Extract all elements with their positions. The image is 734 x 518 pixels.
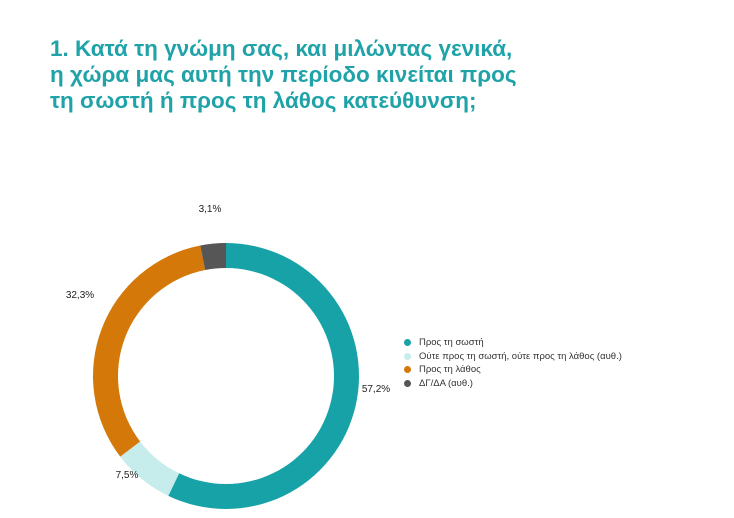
- chart-title: 1. Κατά τη γνώμη σας, και μιλώντας γενικ…: [50, 36, 670, 114]
- legend-label: Ούτε προς τη σωστή, ούτε προς τη λάθος (…: [419, 350, 622, 362]
- slice-data-label-4: 3,1%: [199, 204, 222, 215]
- legend-swatch-icon: [404, 379, 411, 387]
- legend-item-1: Προς τη σωστή: [404, 336, 622, 350]
- slice-data-label-1: 57,2%: [362, 384, 390, 395]
- legend-label: Προς τη σωστή: [419, 337, 484, 349]
- legend-swatch-icon: [404, 352, 411, 360]
- legend-swatch-icon: [404, 339, 411, 347]
- slice-data-label-3: 32,3%: [66, 290, 94, 301]
- donut-slice-1: [168, 243, 359, 509]
- chart-legend: Προς τη σωστή Ούτε προς τη σωστή, ούτε πρ…: [404, 336, 622, 390]
- slice-data-label-2: 7,5%: [116, 470, 139, 481]
- legend-swatch-icon: [404, 366, 411, 374]
- legend-label: Προς τη λάθος: [419, 364, 481, 376]
- legend-item-2: Ούτε προς τη σωστή, ούτε προς τη λάθος (…: [404, 350, 622, 364]
- donut-slice-2: [120, 441, 180, 496]
- legend-item-4: ΔΓ/ΔΑ (αυθ.): [404, 377, 622, 391]
- chart-title-line-3: τη σωστή ή προς τη λάθος κατεύθυνση;: [50, 88, 477, 113]
- donut-slice-3: [92, 245, 206, 457]
- legend-item-3: Προς τη λάθος: [404, 363, 622, 377]
- legend-label: ΔΓ/ΔΑ (αυθ.): [419, 377, 473, 389]
- chart-title-line-1: 1. Κατά τη γνώμη σας, και μιλώντας γενικ…: [50, 36, 513, 61]
- donut-slice-4: [200, 243, 226, 271]
- chart-title-line-2: η χώρα μας αυτή την περίοδο κινείται προ…: [50, 62, 517, 87]
